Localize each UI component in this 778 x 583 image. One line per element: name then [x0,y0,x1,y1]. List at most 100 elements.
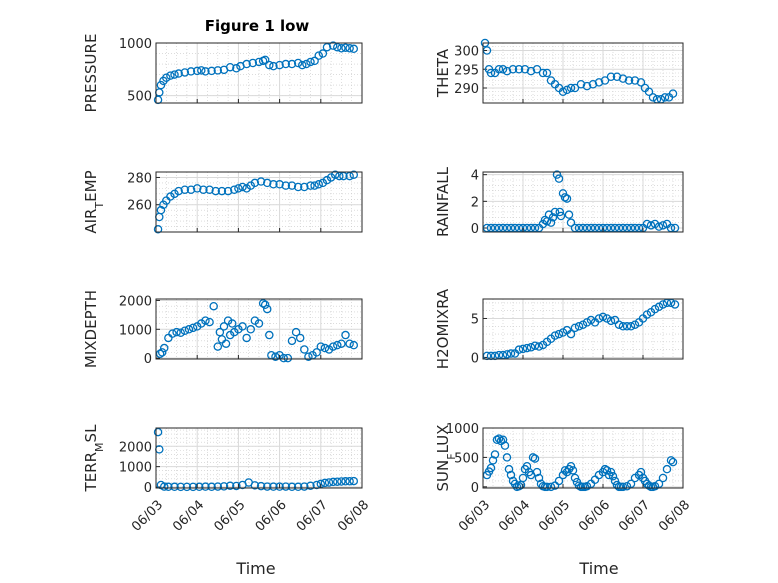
data-point [304,352,313,361]
data-point [293,58,303,68]
data-point [310,56,319,66]
data-point [223,186,233,196]
y-tick-label: 280 [127,171,152,186]
data-point [201,67,210,76]
data-point [168,329,177,338]
data-point [532,467,542,477]
data-point [654,222,664,231]
y-tick-label: 0 [471,481,479,496]
data-point [618,74,628,83]
data-point [542,68,552,78]
data-point [506,349,516,358]
data-point [328,342,338,351]
data-point [170,482,179,492]
data-point [316,342,326,351]
data-point [225,481,235,491]
data-point [159,482,169,491]
y-axis-label: H2OMIXRA [434,288,452,369]
data-point [566,461,576,471]
y-tick-label: 1000 [119,323,152,338]
data-point [217,186,227,196]
data-point [281,59,291,69]
x-tick-label: 06/07 [616,498,653,535]
data-point [610,476,620,486]
y-axis-label: AIRTEMP [82,170,106,233]
axes-frame [482,171,684,233]
x-tick-label: 06/05 [536,498,573,535]
data-point [562,85,572,95]
data-point [574,322,584,331]
axes-frame [155,171,363,233]
data-point [275,482,284,491]
data-point [156,205,166,215]
axes-frame [155,42,363,104]
data-point [172,327,181,337]
data-point [498,65,508,74]
data-point [238,182,247,192]
data-point [192,66,202,76]
data-point [568,466,578,475]
subplot-8: 0 500 1000 06/03 06/04 06/05 06/06 06/07 06/08 SU… [434,422,693,535]
axes-frame [482,427,684,489]
data-point [293,182,303,192]
data-point [594,78,604,87]
data-point [560,193,570,202]
data-point [164,482,173,492]
data-point [188,482,198,492]
data-point [530,454,540,463]
data-point [256,177,266,186]
data-point [582,81,592,91]
data-point [624,76,634,85]
data-point [306,481,315,491]
data-point [258,299,268,308]
x-tick-label: 06/08 [335,498,372,535]
data-point [337,339,346,348]
data-point [644,87,654,97]
data-point [668,89,678,98]
data-point [262,178,272,188]
x-tick-label: 06/08 [656,498,693,535]
data-point [566,218,576,227]
data-point [333,477,342,486]
data-point [345,339,354,348]
y-axis-label: PRESSURE [82,34,100,113]
data-point [514,65,524,74]
data-point [227,319,237,328]
data-point [486,68,496,78]
data-point [256,481,266,491]
data-point [608,471,618,481]
data-point [488,456,498,465]
x-tick-label: 06/07 [294,498,331,535]
data-point [242,333,251,343]
data-point [182,482,192,492]
data-point [602,466,612,475]
data-point [337,477,346,486]
data-point [260,55,270,65]
data-point [642,219,652,229]
axes-frame [155,298,363,360]
data-point [658,300,668,309]
data-point [300,345,309,354]
data-point [552,170,562,179]
data-point [186,67,196,76]
data-point [275,60,284,70]
data-point [230,185,239,194]
data-point [556,211,566,221]
data-point [670,300,680,309]
data-point [300,182,309,192]
data-point [562,194,572,203]
data-point [262,482,272,491]
data-point [281,482,291,491]
data-point [232,64,241,73]
data-point [618,322,628,331]
data-point [318,49,328,58]
data-point [287,59,297,69]
data-point [250,178,260,188]
data-point [213,66,223,75]
data-point [320,343,330,353]
data-point [606,316,616,326]
data-point [532,65,542,74]
data-point [287,181,297,190]
data-point [636,78,646,87]
